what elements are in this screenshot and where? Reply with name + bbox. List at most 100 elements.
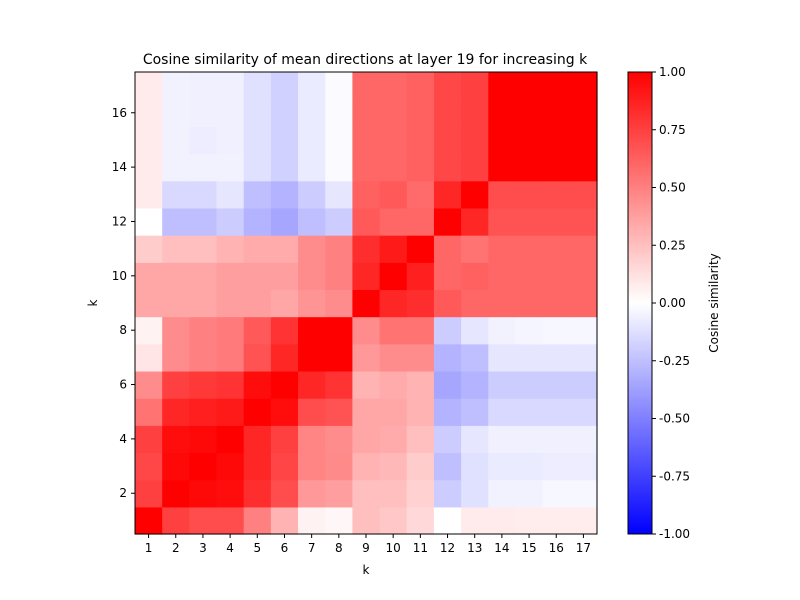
heatmap-cell xyxy=(298,316,326,345)
heatmap-cell xyxy=(433,235,462,263)
heatmap-cell xyxy=(379,207,408,236)
heatmap-cell xyxy=(135,370,163,399)
heatmap-cell xyxy=(461,235,489,263)
heatmap-cell xyxy=(298,180,326,209)
heatmap-cell xyxy=(216,289,245,318)
heatmap-cell xyxy=(488,398,517,426)
heatmap-cell xyxy=(433,72,462,100)
heatmap-cell xyxy=(352,72,381,100)
heatmap-cell xyxy=(406,506,435,535)
heatmap-cell xyxy=(433,479,462,508)
heatmap-cell xyxy=(406,425,435,454)
heatmap-cell xyxy=(461,343,489,372)
heatmap-cell xyxy=(135,506,163,535)
y-tick-label: 16 xyxy=(112,106,127,120)
heatmap-cell xyxy=(298,235,326,263)
heatmap-cell xyxy=(243,506,272,535)
heatmap-cell xyxy=(569,180,598,209)
x-tick-label: 14 xyxy=(494,541,509,555)
heatmap-cell xyxy=(569,479,598,508)
x-tick-label: 13 xyxy=(467,541,482,555)
heatmap-cell xyxy=(488,126,517,155)
heatmap-cell xyxy=(461,262,489,291)
heatmap-cell xyxy=(243,289,272,318)
heatmap-cell xyxy=(298,452,326,481)
heatmap-cell xyxy=(542,452,571,481)
heatmap-cell xyxy=(162,343,190,372)
heatmap-cell xyxy=(379,72,408,100)
heatmap-cell xyxy=(542,72,571,100)
heatmap-cell xyxy=(379,99,408,127)
heatmap-cell xyxy=(379,262,408,291)
heatmap-cell xyxy=(216,99,245,127)
heatmap-cell xyxy=(216,180,245,209)
heatmap-cell xyxy=(162,72,190,100)
heatmap-cell xyxy=(542,289,571,318)
colorbar-label: Cosine similarity xyxy=(707,253,721,352)
heatmap-cell xyxy=(461,126,489,155)
heatmap-cell xyxy=(189,506,218,535)
heatmap-cell xyxy=(352,343,381,372)
heatmap-cell xyxy=(406,479,435,508)
heatmap-cell xyxy=(406,262,435,291)
heatmap-cell xyxy=(325,207,354,236)
x-tick-label: 6 xyxy=(281,541,289,555)
heatmap-cell xyxy=(379,425,408,454)
heatmap-cell xyxy=(488,153,517,182)
heatmap-cell xyxy=(216,452,245,481)
heatmap-cell xyxy=(515,316,544,345)
heatmap-cell xyxy=(243,126,272,155)
heatmap-cell xyxy=(569,343,598,372)
heatmap-cell xyxy=(135,235,163,263)
heatmap-cell xyxy=(298,126,326,155)
heatmap-cell xyxy=(162,262,190,291)
heatmap-cell xyxy=(406,126,435,155)
heatmap-cell xyxy=(569,235,598,263)
heatmap-cell xyxy=(461,506,489,535)
heatmap-cell xyxy=(162,316,190,345)
heatmap-cell xyxy=(135,262,163,291)
heatmap-cell xyxy=(352,370,381,399)
heatmap-cell xyxy=(135,479,163,508)
heatmap-cell xyxy=(379,126,408,155)
heatmap-cell xyxy=(569,207,598,236)
heatmap-cell xyxy=(298,479,326,508)
heatmap-cell xyxy=(189,262,218,291)
heatmap-cell xyxy=(216,479,245,508)
heatmap-cell xyxy=(352,207,381,236)
heatmap-cell xyxy=(406,99,435,127)
heatmap-cell xyxy=(135,316,163,345)
heatmap-cell xyxy=(406,289,435,318)
heatmap-cell xyxy=(216,398,245,426)
heatmap-cell xyxy=(542,316,571,345)
heatmap-cell xyxy=(216,235,245,263)
heatmap-cell xyxy=(488,425,517,454)
heatmap-cell xyxy=(542,262,571,291)
heatmap-cell xyxy=(189,180,218,209)
heatmap-cell xyxy=(542,343,571,372)
heatmap-cell xyxy=(270,72,299,100)
heatmap-cell xyxy=(189,207,218,236)
heatmap-cell xyxy=(515,235,544,263)
heatmap-cell xyxy=(569,99,598,127)
x-tick-label: 2 xyxy=(172,541,180,555)
colorbar-tick-label: 0.25 xyxy=(659,238,686,252)
heatmap-cell xyxy=(270,153,299,182)
heatmap-cell xyxy=(216,316,245,345)
heatmap-cell xyxy=(216,72,245,100)
heatmap-cell xyxy=(216,343,245,372)
heatmap-cell xyxy=(542,207,571,236)
heatmap-cell xyxy=(433,343,462,372)
heatmap-cell xyxy=(569,262,598,291)
heatmap-cell xyxy=(542,425,571,454)
y-tick-label: 14 xyxy=(112,160,127,174)
heatmap-cell xyxy=(270,207,299,236)
colorbar-tick-label: -0.50 xyxy=(659,412,690,426)
x-tick-label: 4 xyxy=(226,541,234,555)
heatmap-cell xyxy=(569,316,598,345)
heatmap-cell xyxy=(162,99,190,127)
heatmap-cell xyxy=(569,289,598,318)
heatmap-cell xyxy=(515,153,544,182)
x-tick-label: 7 xyxy=(308,541,316,555)
heatmap-cell xyxy=(298,289,326,318)
